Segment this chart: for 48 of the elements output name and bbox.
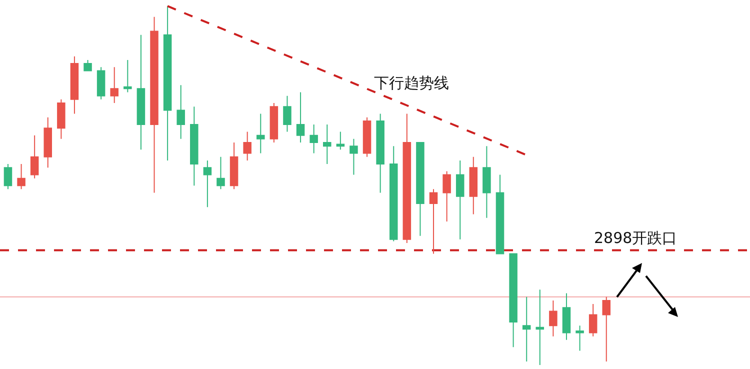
candlestick [57,98,66,140]
candlestick [243,131,252,161]
candlestick [124,59,132,93]
candlestick [562,292,571,340]
candlestick [110,66,118,104]
candlestick [429,188,438,254]
candlestick [442,170,451,222]
candlestick [496,174,504,254]
series-label: 下行趋势线 [374,74,449,92]
candlestick [30,134,39,179]
candlestick [576,325,584,352]
candlestick [283,95,292,132]
candlestick [522,296,531,362]
candlestick [163,6,172,161]
candlestick [336,131,345,150]
candlestick [256,113,265,154]
candlestick [70,56,79,114]
candlestick [482,146,491,218]
candlestick [469,156,478,215]
candlestick [456,160,464,240]
candlestick [536,289,544,366]
candlestick [310,124,318,154]
candlestick [602,296,611,362]
candlestick [416,142,424,236]
candlestick [17,164,26,190]
candlestick [296,92,305,143]
candlestick [44,116,52,168]
candlestick [4,164,12,190]
candlestick [150,16,158,194]
candlestick [376,113,384,194]
candlestick [270,102,278,143]
candlestick [549,300,558,337]
candlestick [350,138,358,176]
ref-line-label: 2898开跌口 [594,229,678,247]
candlestick [96,66,106,100]
candlestick [509,253,518,348]
candlestick [402,113,412,244]
candlestick [389,146,398,242]
candlestick [230,142,238,190]
candlestick [216,156,225,190]
candlestick [588,304,598,337]
candlestick [190,106,198,186]
candlestick [323,124,332,165]
candlestick [362,116,372,158]
candlestick [136,34,146,150]
candlestick [176,84,185,140]
candlestick [203,160,212,208]
candlestick [84,59,92,72]
